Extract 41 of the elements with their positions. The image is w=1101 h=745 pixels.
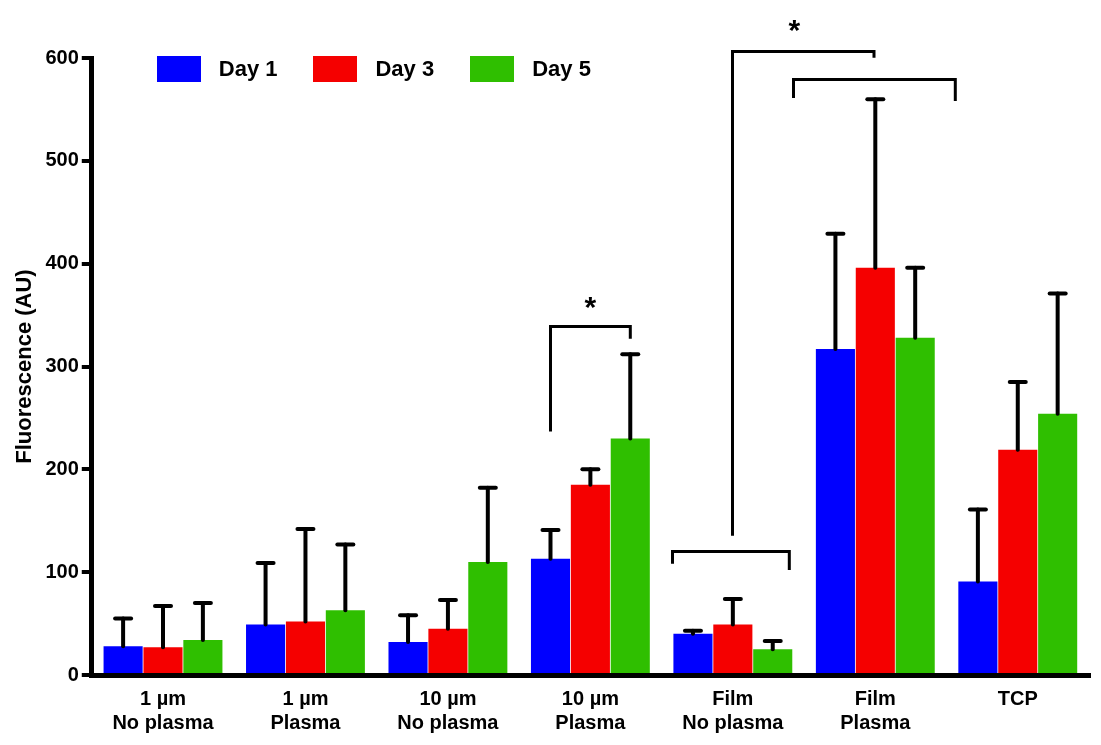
x-tick-label: 1 µm No plasma <box>112 686 215 733</box>
bar <box>753 649 793 673</box>
bar <box>673 633 713 673</box>
x-tick-label: Film No plasma <box>682 686 785 733</box>
bar <box>610 438 650 673</box>
y-tick-label: 100 <box>45 559 79 582</box>
bar <box>183 640 223 673</box>
bar <box>1038 413 1078 673</box>
legend-label: Day 3 <box>375 56 435 82</box>
bar <box>246 624 286 673</box>
bar <box>325 610 365 673</box>
x-tick-label: 10 µm No plasma <box>397 686 500 733</box>
x-tick-label: TCP <box>997 686 1038 709</box>
bar <box>815 349 855 673</box>
bar <box>958 581 998 673</box>
x-tick-label: Film Plasma <box>840 686 912 733</box>
bar <box>468 561 508 673</box>
bar <box>428 628 468 673</box>
y-tick-label: 400 <box>45 251 79 274</box>
x-tick-label: 10 µm Plasma <box>555 686 627 733</box>
annotation: * <box>584 290 597 324</box>
bar <box>855 267 895 673</box>
bar <box>285 621 326 673</box>
legend-label: Day 1 <box>218 56 278 82</box>
legend-label: Day 5 <box>532 56 591 82</box>
y-axis-title: Fluorescence (AU) <box>11 269 37 464</box>
y-tick-label: 600 <box>45 45 79 68</box>
x-tick-label: 1 µm Plasma <box>270 686 342 733</box>
bar <box>895 337 935 673</box>
bar <box>713 624 753 673</box>
bar <box>998 449 1038 673</box>
bar <box>388 642 428 673</box>
y-tick-label: 0 <box>67 662 79 685</box>
y-tick-label: 300 <box>45 354 79 377</box>
bar <box>530 558 571 673</box>
bar <box>570 484 610 673</box>
bar <box>143 647 183 673</box>
text: * <box>788 12 801 46</box>
y-tick-label: 200 <box>45 456 79 479</box>
bar <box>103 646 143 673</box>
y-tick-label: 500 <box>45 148 79 171</box>
